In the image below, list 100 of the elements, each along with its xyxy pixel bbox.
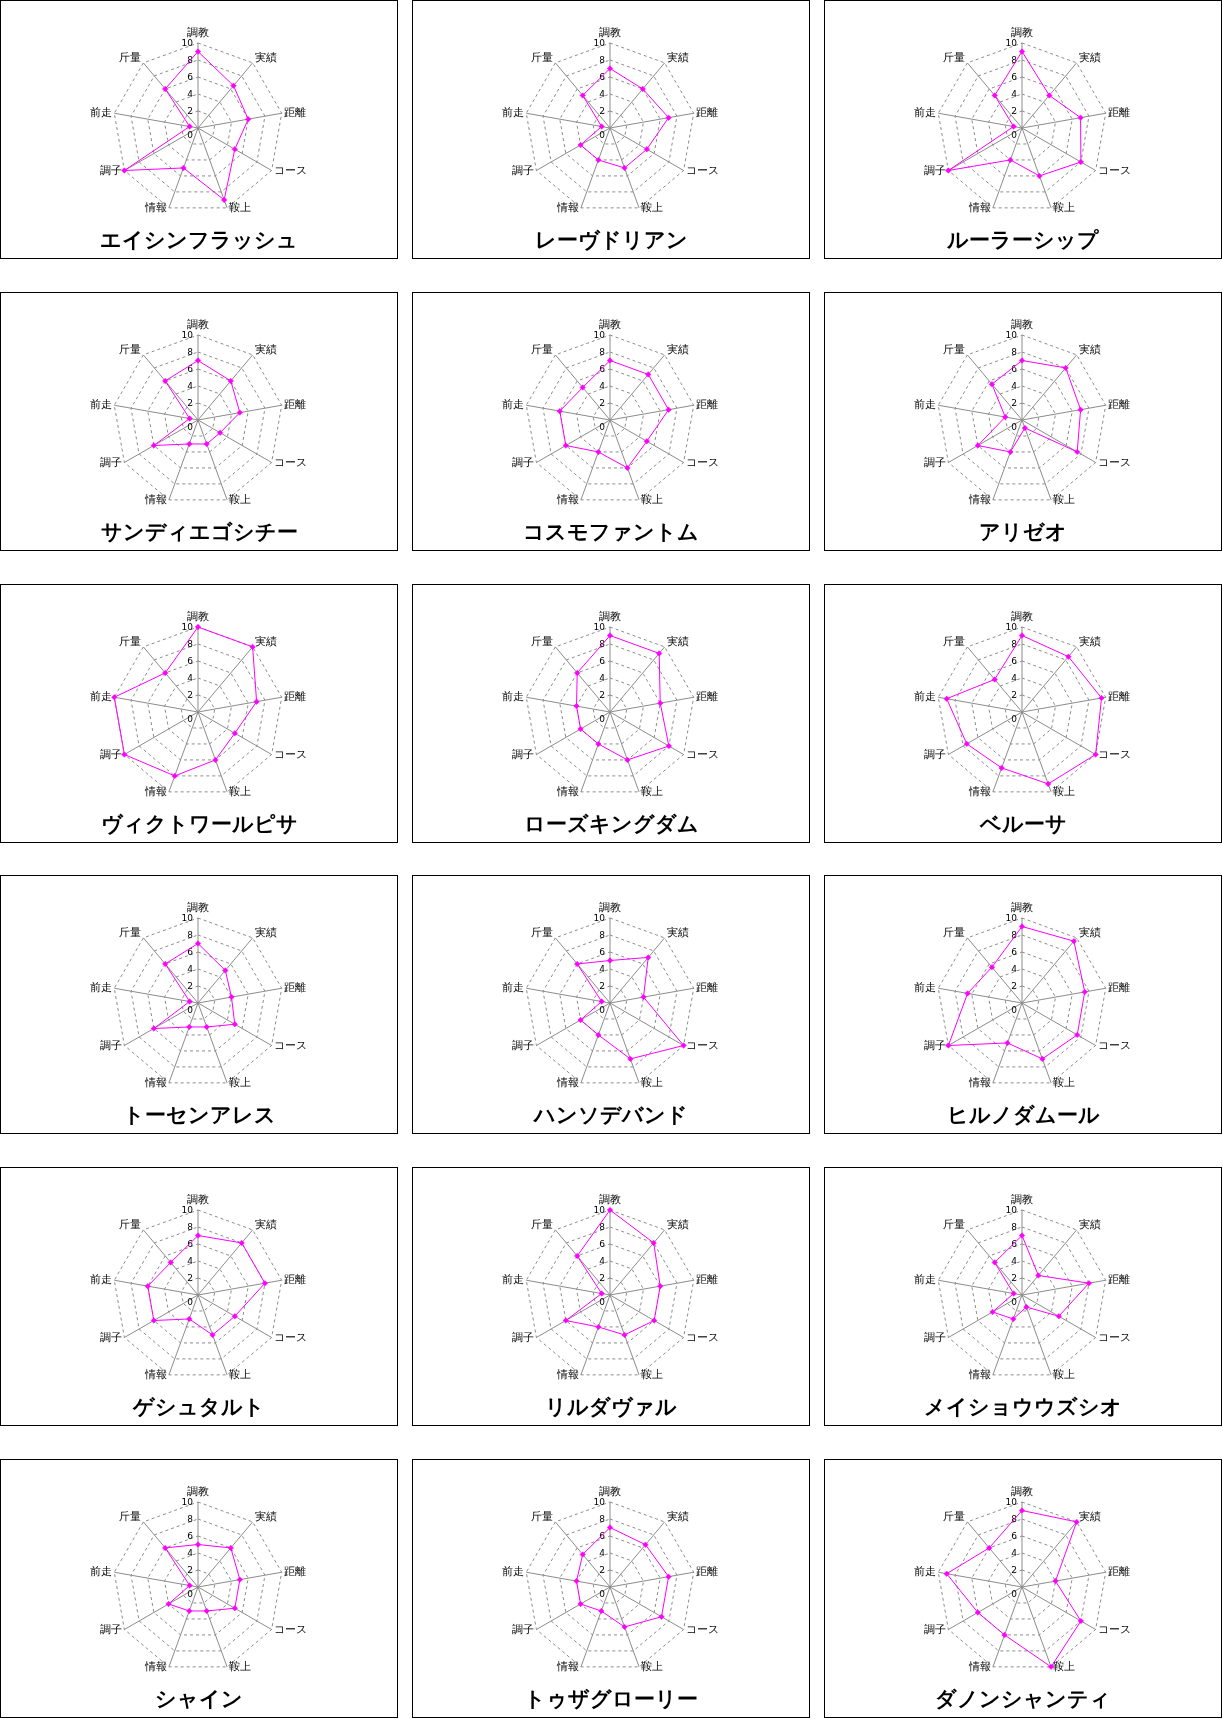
y-tick-label: 0: [599, 1005, 606, 1015]
spoke-label: 距離: [1107, 690, 1130, 703]
y-tick-label: 8: [1011, 55, 1018, 65]
y-tick-label: 6: [187, 1531, 194, 1541]
spoke-label: コース: [273, 163, 307, 176]
text: ヒルノダムール: [946, 1103, 1100, 1127]
spoke-label: 調教: [599, 610, 621, 622]
y-tick-label: 2: [187, 106, 193, 116]
y-tick-label: 8: [599, 347, 606, 357]
y-tick-label: 0: [1011, 1589, 1018, 1599]
y-tick-label: 2: [1011, 106, 1017, 116]
spoke-label: 距離: [695, 981, 718, 994]
spoke-label: 鞍上: [641, 1367, 664, 1380]
y-tick-label: 10: [181, 330, 194, 340]
y-tick-label: 10: [181, 38, 194, 48]
spoke-label: 実績: [1078, 342, 1101, 355]
y-tick-label: 6: [1011, 1531, 1018, 1541]
spoke-label: 斤量: [943, 342, 966, 355]
spoke-label: 調子: [924, 163, 947, 176]
spoke-label: 調子: [924, 747, 947, 760]
spoke-label: 実績: [666, 50, 689, 63]
y-tick-label: 8: [599, 1514, 606, 1524]
y-tick-label: 2: [1011, 398, 1017, 408]
y-tick-label: 10: [593, 1497, 606, 1507]
spoke-label: 実績: [254, 342, 277, 355]
y-tick-label: 0: [1011, 1005, 1018, 1015]
spoke-label: 実績: [1078, 50, 1101, 63]
y-tick-label: 10: [593, 330, 606, 340]
spoke-label: 前走: [90, 1273, 113, 1286]
y-tick-label: 8: [187, 347, 194, 357]
y-tick-label: 10: [1005, 1205, 1018, 1215]
y-tick-label: 8: [187, 1514, 194, 1524]
spoke-label: コース: [685, 455, 719, 468]
spoke-label: コース: [273, 455, 307, 468]
text: ローズキングダム: [523, 812, 699, 836]
text: ルーラーシップ: [946, 228, 1099, 252]
spoke-label: コース: [273, 1038, 307, 1051]
y-tick-label: 6: [187, 947, 194, 957]
spoke-label: コース: [1097, 163, 1131, 176]
spoke-label: コース: [273, 1622, 307, 1635]
spoke-label: コース: [685, 747, 719, 760]
text: ゲシュタルト: [132, 1395, 265, 1419]
text: サンディエゴシチー: [100, 520, 298, 544]
spoke-label: 情報: [967, 784, 991, 797]
spoke-label: 距離: [283, 106, 306, 119]
text: ヴィクトワールピサ: [100, 812, 298, 836]
spoke-label: 調教: [599, 1485, 621, 1497]
y-tick-label: 6: [599, 656, 606, 666]
y-tick-label: 4: [187, 381, 194, 391]
y-tick-label: 2: [599, 1273, 605, 1283]
spoke-label: 斤量: [119, 342, 142, 355]
y-tick-label: 6: [1011, 656, 1018, 666]
y-tick-label: 0: [599, 714, 606, 724]
spoke-label: コース: [273, 1330, 307, 1343]
text: レーヴドリアン: [534, 228, 688, 252]
y-tick-label: 0: [599, 1589, 606, 1599]
spoke-label: 前走: [90, 1565, 113, 1578]
spoke-label: 情報: [555, 200, 579, 213]
spoke-label: 斤量: [943, 50, 966, 63]
y-tick-label: 2: [187, 1273, 193, 1283]
y-tick-label: 0: [187, 130, 194, 140]
y-tick-label: 0: [1011, 130, 1018, 140]
spoke-label: 前走: [914, 981, 937, 994]
y-tick-label: 8: [1011, 639, 1018, 649]
spoke-label: 距離: [283, 690, 306, 703]
spoke-label: 情報: [555, 1075, 579, 1088]
y-tick-label: 6: [187, 72, 194, 82]
text: シャイン: [155, 1687, 243, 1711]
y-tick-label: 4: [187, 89, 194, 99]
spoke-label: 斤量: [119, 634, 142, 647]
y-tick-label: 10: [1005, 913, 1018, 923]
y-tick-label: 0: [187, 1005, 194, 1015]
spoke-label: 調子: [512, 455, 535, 468]
spoke-label: 調教: [1011, 26, 1033, 38]
y-tick-label: 4: [1011, 1548, 1018, 1558]
y-tick-label: 8: [187, 930, 194, 940]
spoke-label: 鞍上: [1053, 1075, 1076, 1088]
text: ハンソデバンド: [532, 1103, 688, 1127]
spoke-label: 調教: [187, 901, 209, 913]
spoke-label: 鞍上: [1053, 1367, 1076, 1380]
spoke-label: 実績: [666, 925, 689, 938]
spoke-label: 情報: [143, 1367, 167, 1380]
y-tick-label: 0: [599, 422, 606, 432]
spoke-label: 前走: [90, 981, 113, 994]
y-tick-label: 2: [599, 690, 605, 700]
spoke-label: 情報: [555, 492, 579, 505]
spoke-label: 情報: [143, 492, 167, 505]
spoke-label: 実績: [666, 342, 689, 355]
spoke-label: 実績: [254, 50, 277, 63]
spoke-label: 調子: [924, 455, 947, 468]
spoke-label: 情報: [967, 200, 991, 213]
text: トゥザグローリー: [524, 1687, 698, 1711]
y-tick-label: 0: [1011, 422, 1018, 432]
spoke-label: 調子: [100, 747, 123, 760]
y-tick-label: 0: [599, 130, 606, 140]
spoke-label: 前走: [90, 398, 113, 411]
spoke-label: 距離: [695, 690, 718, 703]
y-tick-label: 6: [187, 364, 194, 374]
y-tick-label: 4: [1011, 673, 1018, 683]
spoke-label: コース: [685, 1330, 719, 1343]
